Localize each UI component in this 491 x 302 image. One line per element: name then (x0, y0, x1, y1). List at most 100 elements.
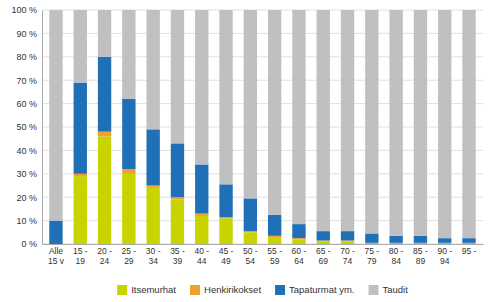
legend-swatch (117, 285, 127, 295)
bar (74, 83, 87, 174)
bar (122, 169, 135, 174)
tick-label: 65 -69 (316, 246, 331, 266)
tick-label: 60 -64 (292, 246, 307, 266)
tick: 0 % (21, 239, 42, 249)
x-axis: Alle15 v15 -1920 -2425 -2930 -3435 -3940… (43, 245, 484, 266)
tick-label-line: 49 (221, 256, 231, 266)
bar (389, 10, 402, 236)
bar (219, 217, 232, 218)
bar (122, 174, 135, 244)
bar (438, 10, 451, 238)
tick: 90 -94 (437, 246, 452, 266)
tick-label-line: 95 - (462, 246, 477, 256)
tick-label-line: 19 (76, 256, 86, 266)
tick-label: 90 % (16, 29, 37, 39)
bar (171, 200, 184, 244)
tick-label-line: 35 - (170, 246, 185, 256)
tick: 40 % (16, 146, 42, 156)
bar (195, 214, 208, 216)
tick: 15 -19 (73, 246, 88, 266)
tick: 55 -59 (267, 246, 282, 266)
bar (317, 10, 330, 231)
tick-label: 25 -29 (122, 246, 137, 266)
axis-line (43, 244, 484, 245)
tick-label: 90 -94 (437, 246, 452, 266)
bar (389, 243, 402, 244)
tick-label-line: 39 (173, 256, 183, 266)
tick-label: 50 % (16, 122, 37, 132)
tick: Alle15 v (48, 246, 65, 266)
bar (49, 10, 62, 221)
bar (317, 242, 330, 244)
bar (98, 136, 111, 244)
tick: 70 -74 (340, 246, 355, 266)
tick: 80 % (16, 52, 42, 62)
tick-label: 15 -19 (73, 246, 88, 266)
bar (122, 10, 135, 99)
tick: 20 -24 (97, 246, 112, 266)
tick-label-line: 24 (100, 256, 110, 266)
bar (244, 10, 257, 198)
bar (414, 10, 427, 236)
bar (219, 184, 232, 217)
bar (414, 236, 427, 243)
bar (171, 143, 184, 197)
plot: 0 %10 %20 %30 %40 %50 %60 %70 %80 %90 %1… (11, 5, 483, 265)
tick: 70 % (16, 76, 42, 86)
bar (195, 164, 208, 213)
tick: 10 % (16, 216, 42, 226)
tick: 30 -34 (146, 246, 161, 266)
tick-label: 70 -74 (340, 246, 355, 266)
tick-label-line: 70 - (340, 246, 355, 256)
bar (462, 244, 475, 245)
tick-label: 45 -49 (219, 246, 234, 266)
tick: 45 -49 (219, 246, 234, 266)
bar (462, 243, 475, 244)
tick: 60 % (16, 99, 42, 109)
bar (74, 10, 87, 83)
tick: 65 -69 (316, 246, 331, 266)
legend-label: Taudit (383, 284, 409, 295)
tick-label-line: 25 - (122, 246, 137, 256)
tick-label-line: 34 (148, 256, 158, 266)
tick-label-line: Alle (49, 246, 63, 256)
tick-label: 95 - (462, 246, 477, 256)
tick-label: 10 % (16, 216, 37, 226)
bar (341, 10, 354, 231)
bar (462, 238, 475, 243)
tick-label-line: 80 - (389, 246, 404, 256)
bar (389, 236, 402, 243)
tick: 50 -54 (243, 246, 258, 266)
chart: 0 %10 %20 %30 %40 %50 %60 %70 %80 %90 %1… (0, 0, 491, 302)
legend-label: Itsemurhat (131, 284, 176, 295)
tick-label-line: 74 (343, 256, 353, 266)
legend-swatch (275, 285, 285, 295)
tick-label-line: 54 (246, 256, 256, 266)
legend-item: Taudit (369, 284, 409, 295)
bar (414, 244, 427, 245)
bar (268, 215, 281, 236)
tick-label-line: 94 (440, 256, 450, 266)
tick-label-line: 90 - (437, 246, 452, 256)
tick-label: Alle15 v (48, 246, 65, 266)
legend-label: Tapaturmat ym. (289, 284, 354, 295)
bar (317, 240, 330, 241)
bar (98, 57, 111, 132)
bar (365, 10, 378, 233)
bar (268, 237, 281, 244)
bar (195, 10, 208, 164)
bar (438, 238, 451, 243)
tick-label: 20 -24 (97, 246, 112, 266)
series (49, 10, 475, 238)
tick: 50 % (16, 122, 42, 132)
tick-label-line: 15 - (73, 246, 88, 256)
bar (365, 244, 378, 245)
tick-label-line: 50 - (243, 246, 258, 256)
bar (195, 216, 208, 244)
bar (244, 232, 257, 244)
tick: 60 -64 (292, 246, 307, 266)
bar (341, 240, 354, 241)
tick-label-line: 60 - (292, 246, 307, 256)
tick: 25 -29 (122, 246, 137, 266)
bar (49, 221, 62, 244)
